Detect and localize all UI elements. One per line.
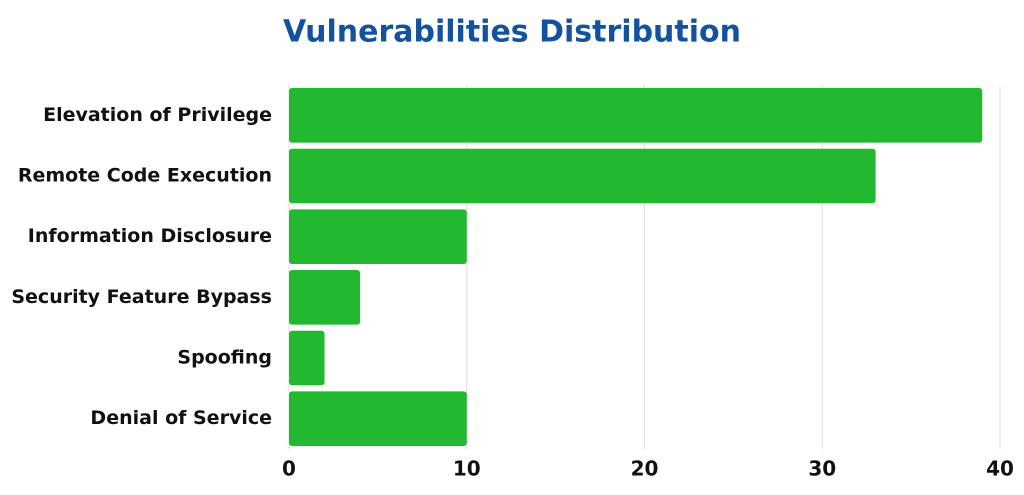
- y-tick-label: Information Disclosure: [28, 225, 272, 247]
- bar: [289, 391, 467, 446]
- x-tick-label: 0: [282, 457, 296, 481]
- bar: [289, 209, 467, 264]
- bar: [289, 148, 876, 204]
- x-tick-label: 20: [631, 457, 659, 481]
- bar: [289, 270, 361, 325]
- x-tick-label: 10: [453, 457, 481, 481]
- y-tick-label: Denial of Service: [90, 407, 272, 429]
- bar: [289, 330, 325, 386]
- y-tick-label: Elevation of Privilege: [43, 104, 272, 126]
- x-tick-label: 30: [808, 457, 836, 481]
- y-tick-label: Spoofing: [177, 347, 272, 369]
- y-tick-label: Security Feature Bypass: [11, 286, 272, 308]
- y-tick-label: Remote Code Execution: [18, 165, 272, 187]
- x-tick-label: 40: [986, 457, 1014, 481]
- chart-title: Vulnerabilities Distribution: [283, 15, 741, 50]
- bar: [289, 88, 983, 143]
